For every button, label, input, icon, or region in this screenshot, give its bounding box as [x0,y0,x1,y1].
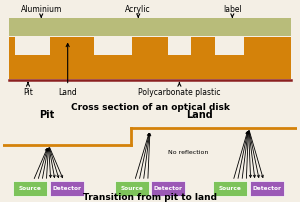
Text: Acrylic: Acrylic [125,4,151,17]
Text: Cross section of an optical disk: Cross section of an optical disk [70,103,230,112]
Bar [115,181,148,196]
Bar [168,37,191,55]
Text: Detector: Detector [52,186,81,191]
Text: Pit: Pit [23,83,33,97]
Text: label: label [223,4,242,17]
Text: Source: Source [219,186,242,191]
Bar [250,181,284,196]
Text: Transition from pit to land: Transition from pit to land [83,193,217,202]
Text: Detector: Detector [154,186,183,191]
Text: Detector: Detector [252,186,281,191]
Bar [15,37,50,55]
Bar [152,181,185,196]
Text: Aluminium: Aluminium [20,4,62,17]
Text: Pit: Pit [40,110,55,120]
Bar [50,181,84,196]
Bar [9,18,291,36]
Text: Polycarbonate plastic: Polycarbonate plastic [138,83,221,97]
Text: Land: Land [58,44,77,97]
Bar [13,181,47,196]
Bar [215,37,244,55]
Bar [94,37,132,55]
Text: Land: Land [187,110,213,120]
Text: No reflection: No reflection [168,150,208,155]
Bar [9,37,291,79]
Text: Source: Source [120,186,143,191]
Text: Source: Source [19,186,42,191]
Bar [213,181,247,196]
